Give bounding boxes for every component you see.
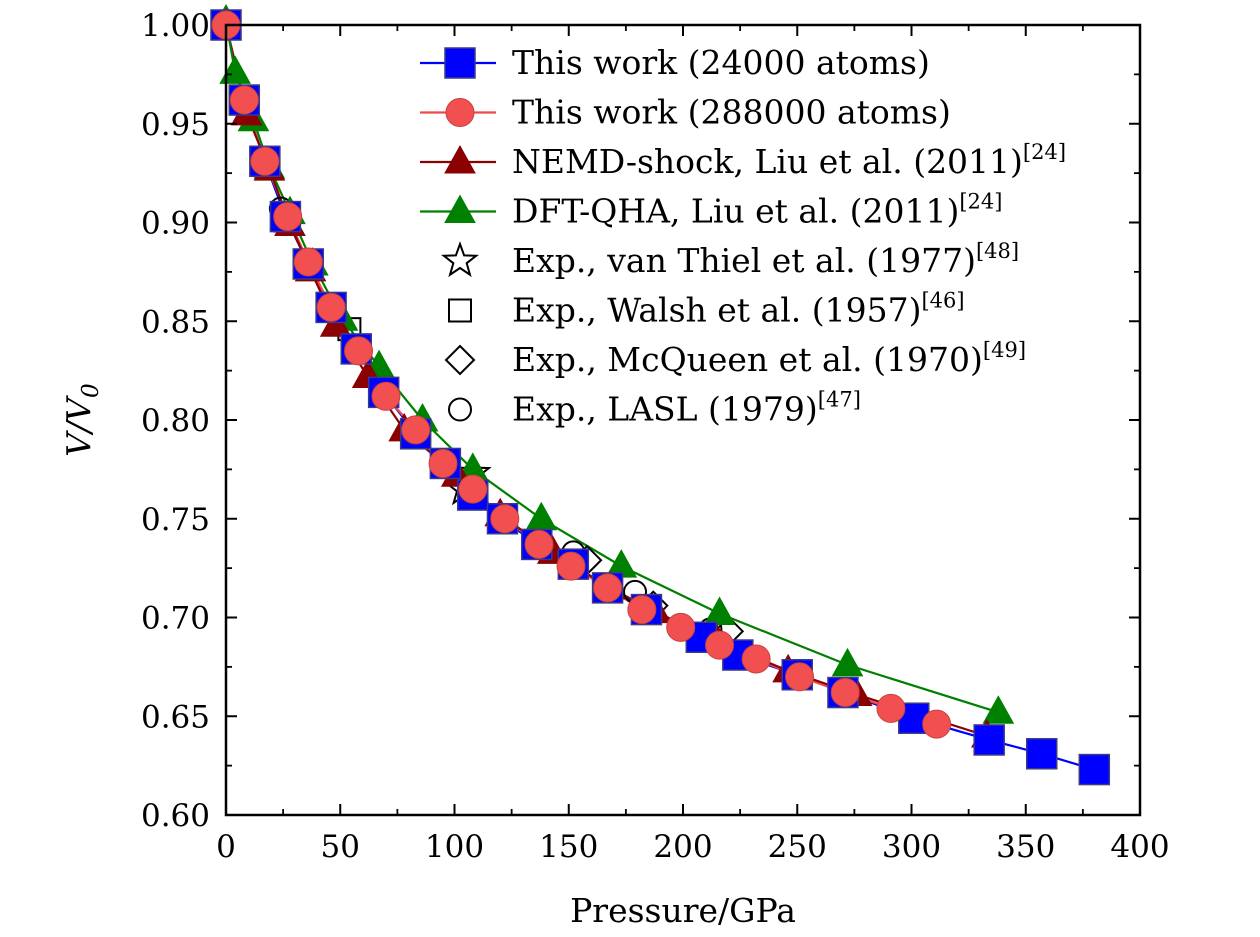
legend-label: This work (24000 atoms) [512,43,930,82]
y-tick-label: 0.85 [141,304,210,340]
x-tick-label: 0 [216,829,236,865]
x-tick-label: 350 [996,829,1055,865]
data-point-series-1 [229,85,259,115]
legend-marker [441,241,479,278]
legend-label: Exp., Walsh et al. (1957)[46] [512,289,965,330]
data-point-series-1 [344,336,374,366]
y-axis-title: V/V0 [59,383,104,456]
data-point-series-3 [703,596,736,626]
legend-label: Exp., LASL (1979)[47] [512,388,861,429]
data-point-series-1 [741,644,771,674]
data-point-series-3 [982,695,1015,724]
legend-reference: [24] [1023,140,1066,164]
x-tick-label: 400 [1110,829,1169,865]
data-point-series-1 [705,630,735,660]
legend-marker [444,47,476,79]
legend-item-2: NEMD-shock, Liu et al. (2011)[24] [420,140,1066,181]
data-point-series-1 [922,709,952,739]
data-point-series-1 [371,381,401,411]
plot-series-layer [210,4,1111,786]
legend-label: NEMD-shock, Liu et al. (2011)[24] [512,140,1066,181]
data-point-series-1 [428,448,458,478]
legend-item-0: This work (24000 atoms) [420,43,930,82]
data-point-series-1 [627,595,657,625]
y-tick-label: 0.90 [141,206,210,242]
data-point-series-3 [219,55,251,84]
data-point-series-1 [524,529,554,559]
data-point-series-1 [316,292,346,322]
y-tick-label: 1.00 [141,8,210,44]
y-tick-label: 0.60 [141,798,210,834]
y-tick-label: 0.95 [141,107,210,143]
legend-reference: [24] [959,190,1002,214]
data-point-series-1 [556,551,586,581]
data-point-series-3 [831,647,864,677]
legend-label: DFT-QHA, Liu et al. (2011)[24] [512,190,1002,231]
legend-item-3: DFT-QHA, Liu et al. (2011)[24] [420,190,1002,231]
y-axis-title-subscript: 0 [78,383,104,398]
y-tick-label: 0.70 [141,601,210,637]
data-point-series-1 [830,678,860,708]
data-point-series-1 [593,573,623,603]
legend-label: Exp., van Thiel et al. (1977)[48] [512,239,1019,280]
legend-item-1: This work (288000 atoms) [420,93,951,132]
data-point-series-1 [401,415,431,445]
legend: This work (24000 atoms) This work (288000… [420,43,1066,429]
data-point-series-0 [1025,738,1058,770]
data-point-series-0 [973,724,1005,756]
legend-label: Exp., McQueen et al. (1970)[49] [512,338,1026,379]
data-point-series-1 [273,202,303,232]
legend-item-5: Exp., Walsh et al. (1957)[46] [448,289,965,330]
legend-marker [444,344,476,376]
legend-reference: [46] [921,289,964,313]
y-axis-title-main: V/V [59,395,98,457]
data-point-series-1 [490,504,520,534]
x-tick-label: 300 [882,829,941,865]
legend-reference: [49] [983,338,1026,362]
data-point-series-0 [1078,753,1111,786]
y-tick-label: 0.75 [141,502,210,538]
data-point-series-1 [250,146,280,176]
data-point-series-1 [666,612,696,642]
y-tick-label: 0.80 [141,403,210,439]
data-point-series-1 [293,247,323,277]
data-point-series-1 [876,693,906,723]
x-tick-label: 250 [768,829,827,865]
x-tick-label: 150 [539,829,598,865]
data-point-series-3 [525,501,558,531]
legend-marker [444,144,476,174]
legend-marker [448,298,472,323]
legend-marker [445,98,475,127]
legend-item-4: Exp., van Thiel et al. (1977)[48] [441,239,1019,280]
legend-marker [448,397,472,422]
legend-marker [444,194,476,223]
data-point-series-1 [785,662,815,692]
legend-reference: [48] [976,239,1019,263]
legend-item-7: Exp., LASL (1979)[47] [448,388,861,429]
x-tick-label: 100 [425,829,484,865]
legend-reference: [47] [818,388,861,412]
legend-label: This work (288000 atoms) [512,93,951,132]
y-tick-label: 0.65 [141,699,210,735]
x-axis-title: Pressure/GPa [570,891,796,930]
x-tick-label: 200 [653,829,712,865]
data-point-series-1 [458,474,488,504]
series-line-2 [224,24,988,738]
x-tick-label: 50 [321,829,360,865]
axes-layer: 0 50 100 150 200 250 300 350 400 0.60 0.65 0.70 0.75… [141,8,1170,865]
legend-item-6: Exp., McQueen et al. (1970)[49] [444,338,1026,379]
